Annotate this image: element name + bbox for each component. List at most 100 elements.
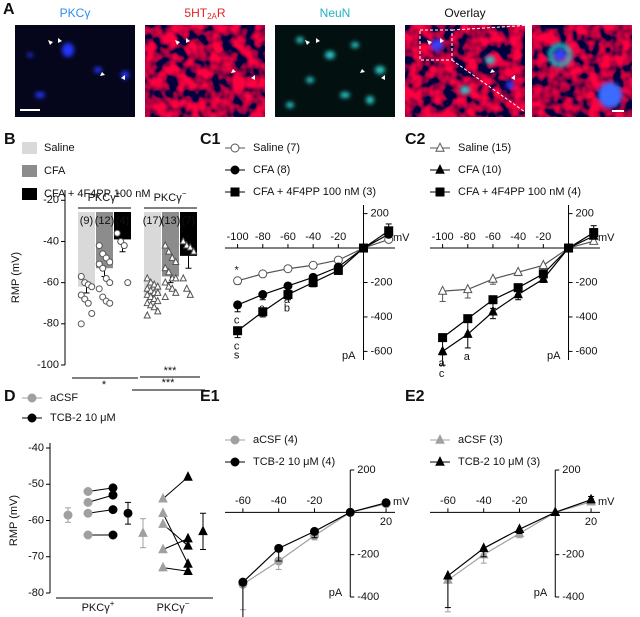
n-label: (7) [182,215,195,227]
point-label: c [234,315,240,327]
data-point [146,300,155,309]
data-point [588,235,599,245]
y-tick-label: -200 [371,276,393,288]
x-tick-label: -40 [305,231,321,243]
data-point [381,498,391,508]
data-point [538,259,549,269]
n-label: (17) [143,215,163,227]
x-axis-label: mV [598,232,615,244]
y-tick-label: -200 [576,276,598,288]
data-point [171,288,180,296]
x-tick-label: -100 [227,231,249,243]
point-label: b [284,303,290,315]
x-axis-label: mV [598,496,615,508]
data-point [95,285,103,293]
data-point [143,290,152,298]
category-label: PKCγ+ [82,599,115,614]
panel-letter: E2 [405,388,425,405]
data-point [283,264,293,274]
mean-point [63,510,73,520]
data-point [120,242,128,250]
series-line [242,503,387,585]
y-axis-label: pA [534,587,548,599]
data-point [186,242,195,251]
x-tick-label: -100 [432,231,454,243]
data-point [171,273,180,282]
legend-marker [435,164,445,174]
data-point [258,269,268,279]
pair-line [162,567,189,572]
image-label: PKCγ [60,6,91,20]
data-point [283,281,293,291]
legend-marker [230,143,240,153]
cells [548,43,622,108]
y-tick-label: 200 [562,464,580,476]
data-point [233,326,243,336]
data-point [438,333,448,343]
data-point [189,247,198,255]
legend-swatch [22,188,37,200]
category-superscript: − [182,189,187,198]
data-point [233,276,243,286]
x-tick-label: -60 [235,495,251,507]
y-tick-label: -600 [576,345,598,357]
data-point [146,292,155,300]
legend-marker [435,142,445,152]
y-axis-label: pA [547,350,561,362]
panel-letter: D [4,388,16,405]
legend-label: Saline (7) [253,142,300,154]
data-point [179,236,188,245]
bar [180,212,197,256]
data-point [462,283,473,294]
data-point [161,292,170,300]
data-point [106,279,114,287]
data-point [564,243,574,253]
y-tick-label: -200 [357,549,379,561]
data-point [158,507,168,517]
data-point [158,518,168,528]
y-axis-label: pA [342,350,356,362]
data-point [143,298,152,307]
data-point [182,240,191,249]
data-point [143,310,152,319]
data-point [77,320,85,328]
x-tick-label: -80 [255,231,271,243]
data-point [589,228,599,238]
data-point [183,539,193,550]
data-point [538,269,548,279]
point-label: a [464,351,471,363]
legend-label: CFA + 4F4PP 100 nM (3) [253,186,376,198]
data-point [183,565,193,575]
legend-marker [27,393,37,403]
n-label: (4) [116,215,129,227]
data-point [153,288,162,296]
data-point [150,279,159,288]
arrowheads [48,38,515,80]
x-tick-label: 20 [380,516,392,528]
data-point [586,493,596,504]
x-tick-label: -60 [280,231,296,243]
data-point [183,471,193,481]
x-tick-label: -80 [460,231,476,243]
data-point [186,290,195,298]
y-tick-label: -100 [37,359,59,371]
legend-swatch [22,142,37,154]
y-tick-label: -400 [576,311,598,323]
category-label: PKCγ+ [88,189,121,204]
y-tick-label: -20 [43,194,59,206]
data-point [513,283,523,293]
x-tick-label: 20 [585,516,597,528]
label-part: R [217,6,226,20]
legend-marker [435,434,445,444]
category-name: PKCγ [154,192,183,204]
point-label: * [234,265,239,277]
data-point [168,284,177,292]
texture [145,25,265,117]
image-label: NeuN [320,6,351,20]
category-name: PKCγ [88,192,117,204]
image-label: 5HT2AR [184,6,225,21]
panel-letter: C1 [200,131,221,148]
y-tick-label: -200 [562,549,584,561]
legend-label: TCB-2 10 μM (4) [253,456,335,468]
